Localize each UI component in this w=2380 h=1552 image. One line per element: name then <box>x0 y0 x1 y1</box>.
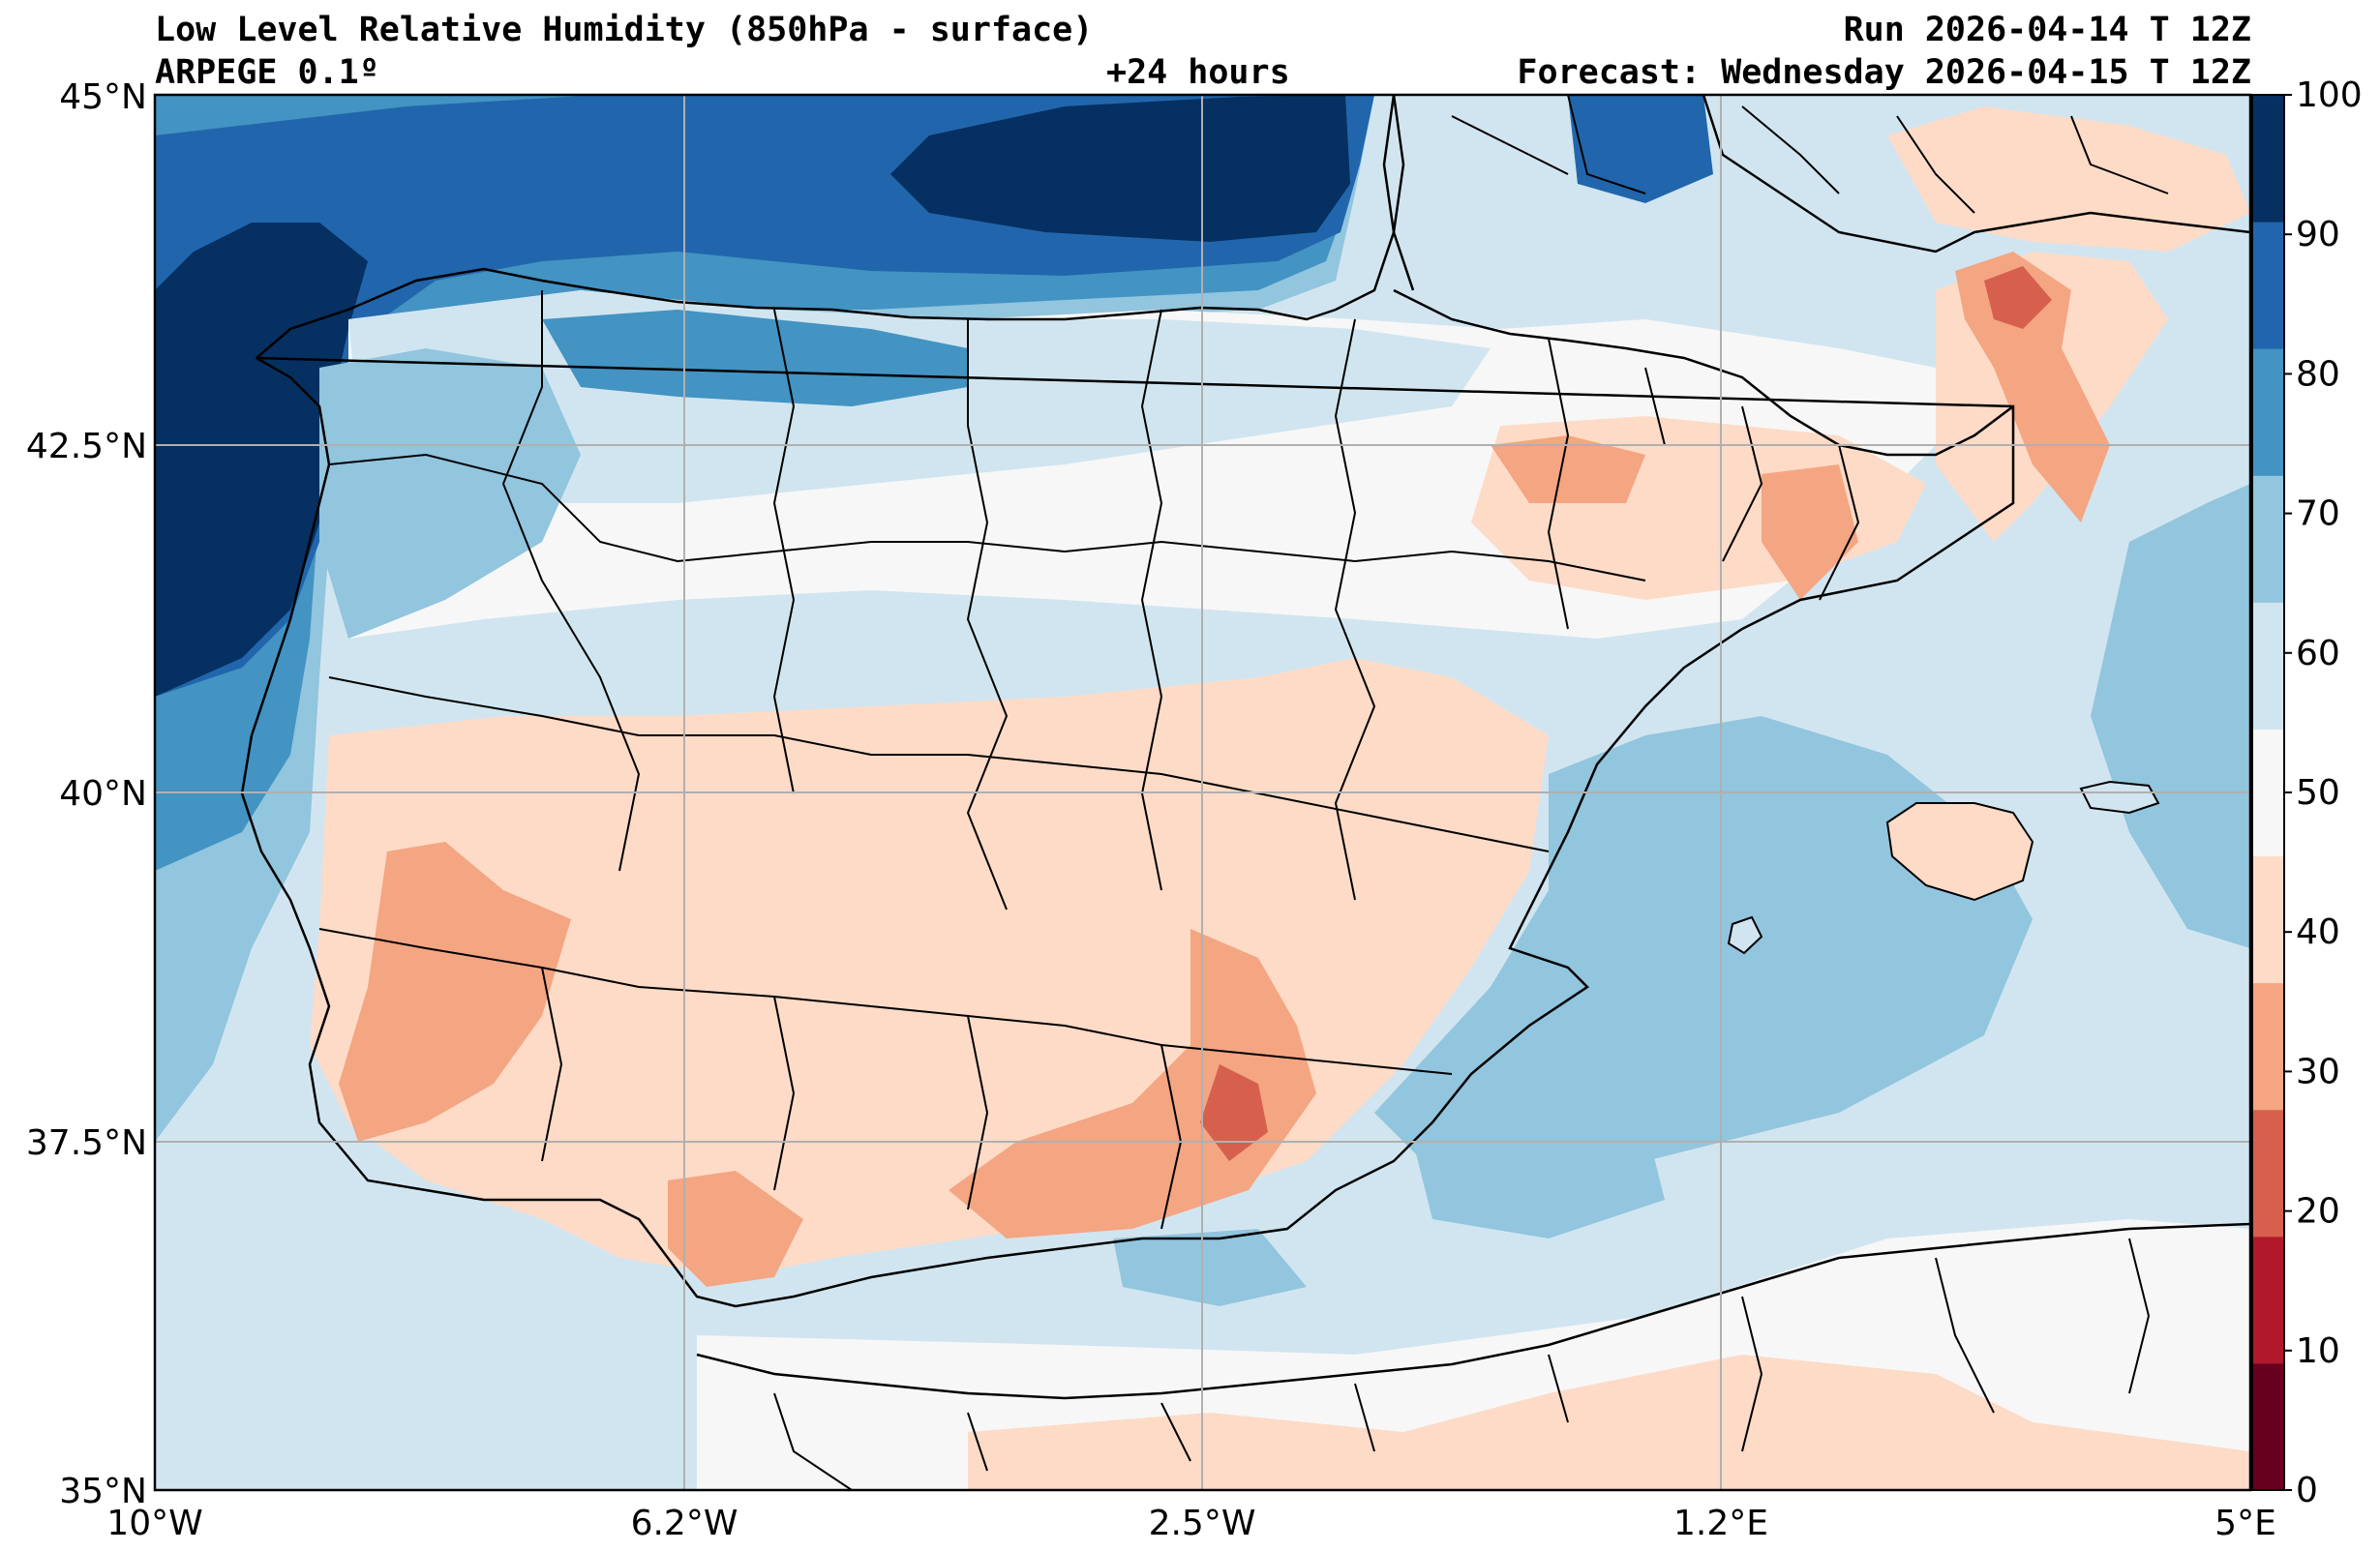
colorbar-tick-label: 80 <box>2296 354 2340 394</box>
colorbar-segment <box>2252 729 2284 857</box>
colorbar-tick-label: 90 <box>2296 215 2340 254</box>
lat-axis: 45°N 42.5°N 40°N 37.5°N 35°N <box>26 77 147 1511</box>
colorbar-tick-label: 20 <box>2296 1192 2340 1232</box>
colorbar-tick-label: 100 <box>2296 75 2363 115</box>
colorbar-segment <box>2252 1109 2284 1238</box>
colorbar: 0 10 20 30 40 50 60 70 80 90 100 <box>2251 75 2363 1510</box>
forecast-label: Forecast: Wednesday 2026-04-15 T 12Z <box>1517 53 2251 92</box>
colorbar-segment <box>2252 475 2284 603</box>
run-label: Run 2026-04-14 T 12Z <box>1843 11 2251 49</box>
colorbar-segment <box>2252 348 2284 476</box>
lat-label: 37.5°N <box>26 1123 147 1163</box>
colorbar-segment <box>2252 1362 2284 1491</box>
colorbar-segment <box>2252 855 2284 984</box>
lon-label: 6.2°W <box>631 1504 738 1543</box>
lead-time-label: +24 hours <box>1106 53 1290 92</box>
humidity-field <box>155 95 2250 1490</box>
colorbar-tick-label: 70 <box>2296 494 2340 534</box>
colorbar-tick-label: 30 <box>2296 1052 2340 1091</box>
lon-label: 5°E <box>2214 1504 2276 1543</box>
lon-label: 1.2°E <box>1673 1504 1768 1543</box>
colorbar-tick-label: 60 <box>2296 634 2340 673</box>
lon-label: 2.5°W <box>1149 1504 1256 1543</box>
colorbar-segment <box>2252 602 2284 730</box>
map-frame <box>153 93 2252 1492</box>
lon-label: 10°W <box>106 1504 202 1543</box>
colorbar-tick-label: 40 <box>2296 912 2340 952</box>
lat-label: 35°N <box>59 1472 147 1511</box>
colorbar-segment <box>2252 982 2284 1111</box>
chart-title: Low Level Relative Humidity (850hPa - su… <box>155 11 1094 49</box>
colorbar-tick-label: 50 <box>2296 773 2340 813</box>
lat-label: 42.5°N <box>26 427 147 466</box>
lon-axis: 10°W 6.2°W 2.5°W 1.2°E 5°E <box>106 1504 2276 1543</box>
colorbar-segment <box>2252 95 2284 223</box>
colorbar-segment <box>2252 1236 2284 1364</box>
colorbar-tick-label: 10 <box>2296 1331 2340 1371</box>
lat-label: 45°N <box>59 77 147 117</box>
grid-lines <box>155 95 2250 1490</box>
colorbar-tick-label: 0 <box>2296 1471 2318 1510</box>
colorbar-segment <box>2252 222 2284 349</box>
model-label: ARPEGE 0.1º <box>155 53 379 92</box>
lat-label: 40°N <box>59 774 147 814</box>
